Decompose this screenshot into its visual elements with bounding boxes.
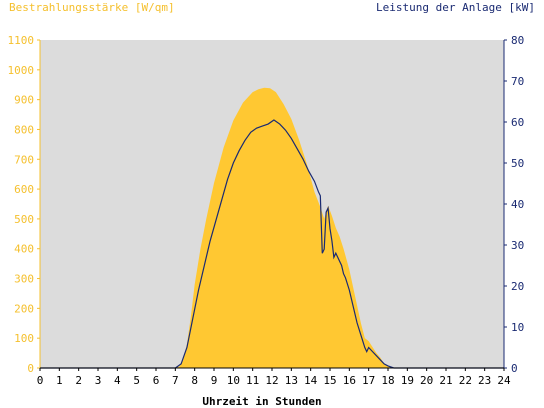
left-tick-label: 300 xyxy=(14,273,34,286)
right-tick-label: 60 xyxy=(511,116,524,129)
left-tick-label: 600 xyxy=(14,183,34,196)
x-tick-label: 21 xyxy=(439,374,452,387)
x-tick-label: 17 xyxy=(362,374,375,387)
x-tick-label: 2 xyxy=(75,374,82,387)
x-tick-label: 18 xyxy=(381,374,394,387)
right-tick-label: 30 xyxy=(511,239,524,252)
left-tick-label: 800 xyxy=(14,123,34,136)
right-tick-label: 40 xyxy=(511,198,524,211)
series-layer xyxy=(40,87,504,369)
x-tick-label: 23 xyxy=(478,374,491,387)
x-tick-label: 24 xyxy=(497,374,511,387)
x-tick-label: 10 xyxy=(227,374,240,387)
left-tick-label: 700 xyxy=(14,153,34,166)
x-tick-label: 20 xyxy=(420,374,433,387)
left-tick-label: 400 xyxy=(14,243,34,256)
left-tick-label: 900 xyxy=(14,94,34,107)
left-tick-label: 0 xyxy=(27,362,34,375)
x-tick-label: 3 xyxy=(95,374,102,387)
x-tick-label: 8 xyxy=(191,374,198,387)
right-tick-label: 80 xyxy=(511,34,524,47)
x-tick-label: 1 xyxy=(56,374,63,387)
x-axis-label: Uhrzeit in Stunden xyxy=(202,395,321,408)
x-tick-label: 4 xyxy=(114,374,121,387)
x-tick-labels: 0 1 2 3 4 5 6 7 8 9 10 11 12 13 14 15 16 17 18 19 20 21 22 23 24 xyxy=(37,374,511,387)
x-tick-label: 7 xyxy=(172,374,179,387)
x-tick-label: 5 xyxy=(133,374,140,387)
x-tick-label: 14 xyxy=(304,374,318,387)
x-tick-label: 12 xyxy=(265,374,278,387)
x-tick-label: 6 xyxy=(153,374,160,387)
left-tick-label: 1100 xyxy=(8,34,35,47)
left-tick-label: 1000 xyxy=(8,64,35,77)
x-tick-label: 11 xyxy=(246,374,259,387)
x-tick-label: 13 xyxy=(285,374,298,387)
x-tick-label: 9 xyxy=(211,374,218,387)
right-tick-label: 70 xyxy=(511,75,524,88)
right-tick-label: 10 xyxy=(511,321,524,334)
left-tick-label: 500 xyxy=(14,213,34,226)
left-axis-title: Bestrahlungsstärke [W/qm] xyxy=(9,1,175,14)
axes-layer xyxy=(37,39,507,371)
irradiance-area-series xyxy=(40,87,504,369)
x-tick-label: 19 xyxy=(401,374,414,387)
x-tick-label: 0 xyxy=(37,374,44,387)
left-tick-labels: 0 100 200 300 400 500 600 700 800 900 1000 1100 xyxy=(8,34,35,375)
x-tick-label: 15 xyxy=(323,374,336,387)
left-tick-label: 200 xyxy=(14,302,34,315)
x-tick-label: 16 xyxy=(343,374,356,387)
power-line-series xyxy=(40,119,504,369)
right-tick-label: 50 xyxy=(511,157,524,170)
right-tick-labels: 0 10 20 30 40 50 60 70 80 xyxy=(511,34,524,375)
right-tick-label: 0 xyxy=(511,362,518,375)
right-axis-title: Leistung der Anlage [kW] xyxy=(376,1,535,14)
x-tick-label: 22 xyxy=(459,374,472,387)
left-tick-label: 100 xyxy=(14,332,34,345)
right-tick-label: 20 xyxy=(511,280,524,293)
